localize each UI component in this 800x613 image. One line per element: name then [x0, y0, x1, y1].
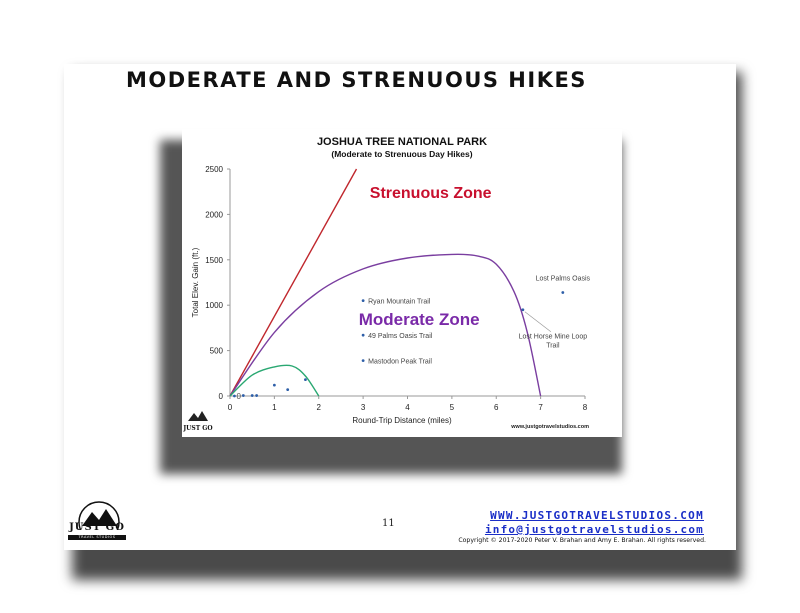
y-tick-label: 0: [219, 392, 224, 401]
boundary-line-1: [229, 253, 542, 397]
data-point: [521, 308, 525, 312]
data-point: [286, 388, 290, 392]
point-label: 49 Palms Oasis Trail: [368, 333, 433, 340]
slide: MODERATE AND STRENUOUS HIKES JOSHUA TREE…: [64, 64, 736, 550]
leader-line: [524, 311, 552, 333]
data-point: [304, 378, 307, 382]
email-link[interactable]: info@justgotravelstudios.com: [484, 523, 704, 536]
point-label: Lost Palms Oasis: [536, 275, 591, 282]
website-link[interactable]: WWW.JUSTGOTRAVELSTUDIOS.COM: [490, 509, 704, 522]
data-point: [361, 333, 365, 337]
y-tick-label: 500: [210, 347, 224, 356]
data-point: [233, 394, 236, 398]
chart-logo-text: JUST GO: [182, 425, 212, 432]
chart-logo-mountain-icon: [188, 411, 208, 421]
x-tick-label: 1: [272, 403, 277, 412]
chart-watermark: www.justgotravelstudios.com: [510, 424, 589, 430]
chart-panel: JOSHUA TREE NATIONAL PARK (Moderate to St…: [182, 129, 622, 437]
x-axis-label: Round-Trip Distance (miles): [352, 416, 452, 425]
point-label-cont: Trail: [546, 343, 560, 350]
slide-title: MODERATE AND STRENUOUS HIKES: [126, 68, 587, 92]
data-point: [361, 299, 365, 303]
y-tick-label: 2500: [205, 165, 223, 174]
data-point: [361, 359, 365, 362]
boundary-line-0: [229, 168, 358, 397]
y-tick-label: 2000: [205, 210, 223, 219]
data-point: [241, 394, 245, 397]
logo-subtext: TRAVEL STUDIOS: [68, 535, 126, 540]
x-tick-label: 7: [538, 403, 543, 412]
point-label: Mastodon Peak Trail: [368, 359, 432, 366]
page-number: 11: [382, 518, 395, 529]
zone-label-moderate: Moderate Zone: [359, 310, 480, 329]
x-tick-label: 6: [494, 403, 499, 412]
elevation-chart: JOSHUA TREE NATIONAL PARK(Moderate to St…: [182, 136, 591, 432]
chart-title: JOSHUA TREE NATIONAL PARK: [317, 136, 487, 148]
data-point: [561, 291, 565, 294]
x-tick-label: 5: [450, 403, 455, 412]
y-tick-label: 1000: [205, 301, 223, 310]
point-label: 0: [236, 392, 241, 401]
mountain-logo-icon: [78, 501, 120, 530]
point-label: Ryan Mountain Trail: [368, 299, 431, 306]
x-tick-label: 0: [228, 403, 233, 412]
y-tick-label: 1500: [205, 256, 223, 265]
logo-text: JUST GO: [69, 522, 125, 533]
x-tick-label: 2: [317, 403, 322, 412]
zone-label-strenuous: Strenuous Zone: [370, 185, 492, 202]
data-point: [250, 394, 254, 397]
just-go-logo: JUST GO TRAVEL STUDIOS: [64, 500, 134, 544]
x-tick-label: 4: [405, 403, 410, 412]
y-axis-label: Total Elev. Gain (ft.): [191, 247, 200, 317]
boundary-line-2: [229, 364, 320, 397]
point-label: Lost Horse Mine Loop: [519, 334, 588, 341]
data-point: [272, 383, 276, 387]
data-point: [255, 394, 259, 397]
x-tick-label: 8: [583, 403, 588, 412]
copyright-text: Copyright © 2017-2020 Peter V. Brahan an…: [458, 537, 706, 544]
x-tick-label: 3: [361, 403, 366, 412]
chart-subtitle: (Moderate to Strenuous Day Hikes): [331, 149, 472, 159]
